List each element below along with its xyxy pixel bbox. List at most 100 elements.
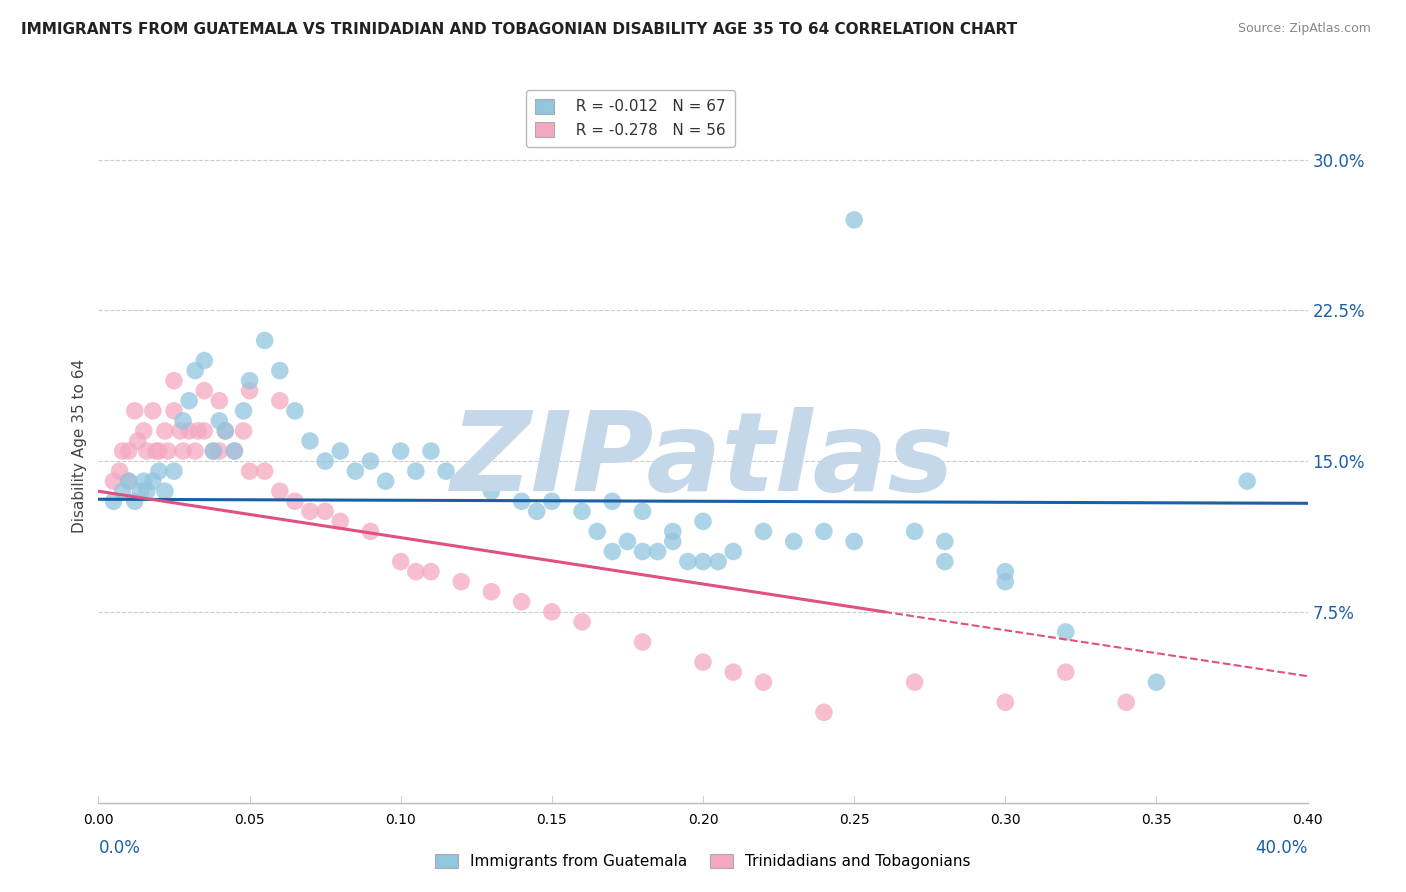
Text: ZIPatlas: ZIPatlas — [451, 407, 955, 514]
Point — [540, 605, 562, 619]
Point — [135, 484, 157, 499]
Point — [723, 544, 745, 558]
Point — [526, 504, 548, 518]
Point — [118, 444, 141, 458]
Point — [172, 414, 194, 428]
Point — [631, 544, 654, 558]
Point — [1144, 675, 1167, 690]
Y-axis label: Disability Age 35 to 64: Disability Age 35 to 64 — [72, 359, 87, 533]
Point — [239, 464, 262, 478]
Text: 0.0%: 0.0% — [98, 839, 141, 857]
Point — [224, 444, 246, 458]
Point — [103, 474, 125, 488]
Text: Source: ZipAtlas.com: Source: ZipAtlas.com — [1237, 22, 1371, 36]
Point — [253, 334, 276, 348]
Point — [179, 393, 201, 408]
Point — [118, 474, 141, 488]
Point — [420, 444, 443, 458]
Point — [214, 424, 236, 438]
Point — [934, 534, 956, 549]
Point — [111, 444, 134, 458]
Point — [450, 574, 472, 589]
Legend: Immigrants from Guatemala, Trinidadians and Tobagonians: Immigrants from Guatemala, Trinidadians … — [429, 847, 977, 875]
Point — [187, 424, 209, 438]
Point — [602, 494, 624, 508]
Text: IMMIGRANTS FROM GUATEMALA VS TRINIDADIAN AND TOBAGONIAN DISABILITY AGE 35 TO 64 : IMMIGRANTS FROM GUATEMALA VS TRINIDADIAN… — [21, 22, 1017, 37]
Point — [208, 414, 231, 428]
Point — [239, 374, 262, 388]
Point — [904, 524, 927, 539]
Point — [284, 494, 307, 508]
Point — [934, 555, 956, 569]
Point — [232, 424, 254, 438]
Point — [127, 434, 149, 448]
Point — [904, 675, 927, 690]
Point — [239, 384, 262, 398]
Point — [202, 444, 225, 458]
Point — [118, 474, 141, 488]
Point — [156, 444, 179, 458]
Point — [752, 675, 775, 690]
Point — [707, 555, 730, 569]
Point — [145, 444, 167, 458]
Point — [269, 393, 291, 408]
Legend:   R = -0.012   N = 67,   R = -0.278   N = 56: R = -0.012 N = 67, R = -0.278 N = 56 — [526, 90, 735, 146]
Point — [813, 706, 835, 720]
Point — [172, 444, 194, 458]
Point — [163, 464, 186, 478]
Point — [1236, 474, 1258, 488]
Point — [284, 404, 307, 418]
Point — [1115, 695, 1137, 709]
Point — [184, 444, 207, 458]
Point — [214, 424, 236, 438]
Point — [1054, 665, 1077, 680]
Point — [405, 565, 427, 579]
Point — [631, 504, 654, 518]
Point — [132, 424, 155, 438]
Point — [994, 565, 1017, 579]
Point — [692, 555, 714, 569]
Point — [434, 464, 457, 478]
Point — [179, 424, 201, 438]
Point — [994, 695, 1017, 709]
Point — [723, 665, 745, 680]
Point — [389, 555, 412, 569]
Point — [314, 504, 336, 518]
Point — [193, 353, 215, 368]
Point — [129, 484, 152, 499]
Point — [844, 534, 866, 549]
Text: 40.0%: 40.0% — [1256, 839, 1308, 857]
Point — [142, 474, 165, 488]
Point — [481, 484, 503, 499]
Point — [269, 363, 291, 377]
Point — [540, 494, 562, 508]
Point — [329, 444, 352, 458]
Point — [420, 565, 443, 579]
Point — [783, 534, 806, 549]
Point — [153, 424, 176, 438]
Point — [132, 474, 155, 488]
Point — [299, 434, 322, 448]
Point — [153, 484, 176, 499]
Point — [994, 574, 1017, 589]
Point — [374, 474, 396, 488]
Point — [344, 464, 367, 478]
Point — [405, 464, 427, 478]
Point — [1054, 624, 1077, 639]
Point — [661, 534, 683, 549]
Point — [329, 515, 352, 529]
Point — [108, 464, 131, 478]
Point — [360, 524, 382, 539]
Point — [692, 515, 714, 529]
Point — [510, 494, 533, 508]
Point — [360, 454, 382, 468]
Point — [571, 615, 593, 629]
Point — [602, 544, 624, 558]
Point — [148, 464, 170, 478]
Point — [148, 444, 170, 458]
Point — [103, 494, 125, 508]
Point — [299, 504, 322, 518]
Point — [752, 524, 775, 539]
Point — [253, 464, 276, 478]
Point — [184, 363, 207, 377]
